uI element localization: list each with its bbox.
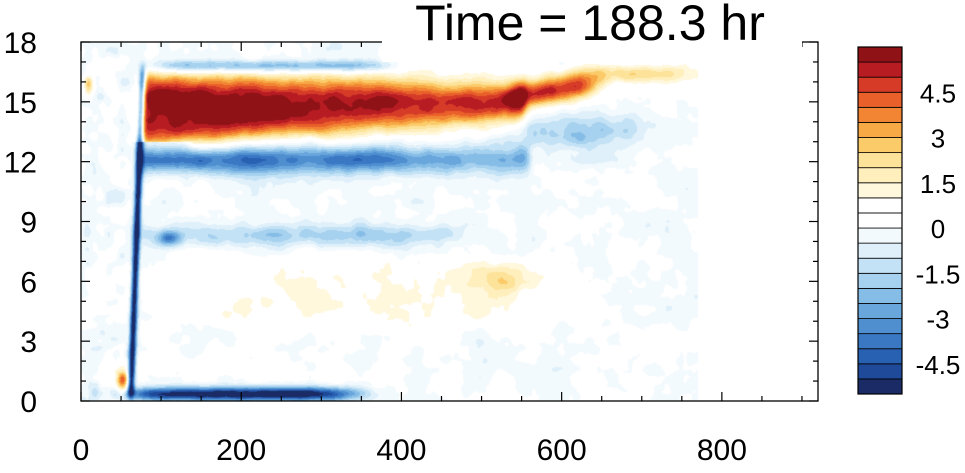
colorbar-swatch <box>857 197 903 214</box>
title-mask <box>382 0 802 62</box>
heatmap-field <box>81 42 818 401</box>
y-tick-label: 9 <box>20 207 37 240</box>
colorbar-swatch <box>857 257 903 274</box>
colorbar-swatch <box>857 227 903 244</box>
x-tick-label: 800 <box>697 434 747 467</box>
colorbar-tick-label: -3 <box>926 305 949 335</box>
colorbar-swatch <box>857 303 903 319</box>
colorbar-frame <box>857 46 903 395</box>
y-tick-label: 0 <box>20 386 37 419</box>
colorbar-tick-label: -1.5 <box>916 259 961 289</box>
colorbar-swatch <box>857 91 903 108</box>
y-tick-label: 18 <box>4 27 37 60</box>
colorbar-swatch <box>857 167 903 184</box>
colorbar-tick-label: 0 <box>931 214 945 244</box>
colorbar-swatch <box>857 212 903 229</box>
y-axis-ticks: 0 3 6 9 12 15 18 <box>4 27 818 419</box>
colorbar-swatch <box>857 122 903 138</box>
colorbar-swatch <box>857 287 903 304</box>
y-tick-label: 15 <box>4 87 37 120</box>
y-tick-label: 12 <box>4 147 37 180</box>
colorbar-tick-label: 3 <box>931 124 945 154</box>
chart-title: Time = 188.3 hr <box>415 0 765 51</box>
x-tick-label: 200 <box>216 434 266 467</box>
colorbar-swatch <box>857 46 903 63</box>
x-tick-label: 0 <box>73 434 90 467</box>
colorbar-swatch <box>857 137 903 154</box>
colorbar-swatch <box>857 242 903 259</box>
x-tick-label: 400 <box>376 434 426 467</box>
colorbar-tick-label: 1.5 <box>920 169 956 199</box>
x-tick-label: 600 <box>537 434 587 467</box>
colorbar-swatch <box>857 348 903 365</box>
colorbar-swatch <box>857 333 903 350</box>
colorbar-swatch <box>857 152 903 169</box>
colorbar-swatch <box>857 106 903 123</box>
y-tick-label: 3 <box>20 326 37 359</box>
colorbar-swatch <box>857 182 903 199</box>
colorbar-swatch <box>857 76 903 93</box>
colorbar-swatch <box>857 318 903 335</box>
colorbar-tick-label: 4.5 <box>920 78 956 108</box>
colorbar-swatch <box>857 272 903 289</box>
y-tick-label: 6 <box>20 266 37 299</box>
colorbar-swatch <box>857 61 903 78</box>
heatmap-image <box>81 42 818 401</box>
colorbar-tick-label: -4.5 <box>916 350 961 380</box>
colorbar: 4.5 3 1.5 0 -1.5 -3 -4.5 <box>857 46 961 395</box>
colorbar-swatch <box>857 363 903 380</box>
colorbar-swatch <box>857 378 903 395</box>
